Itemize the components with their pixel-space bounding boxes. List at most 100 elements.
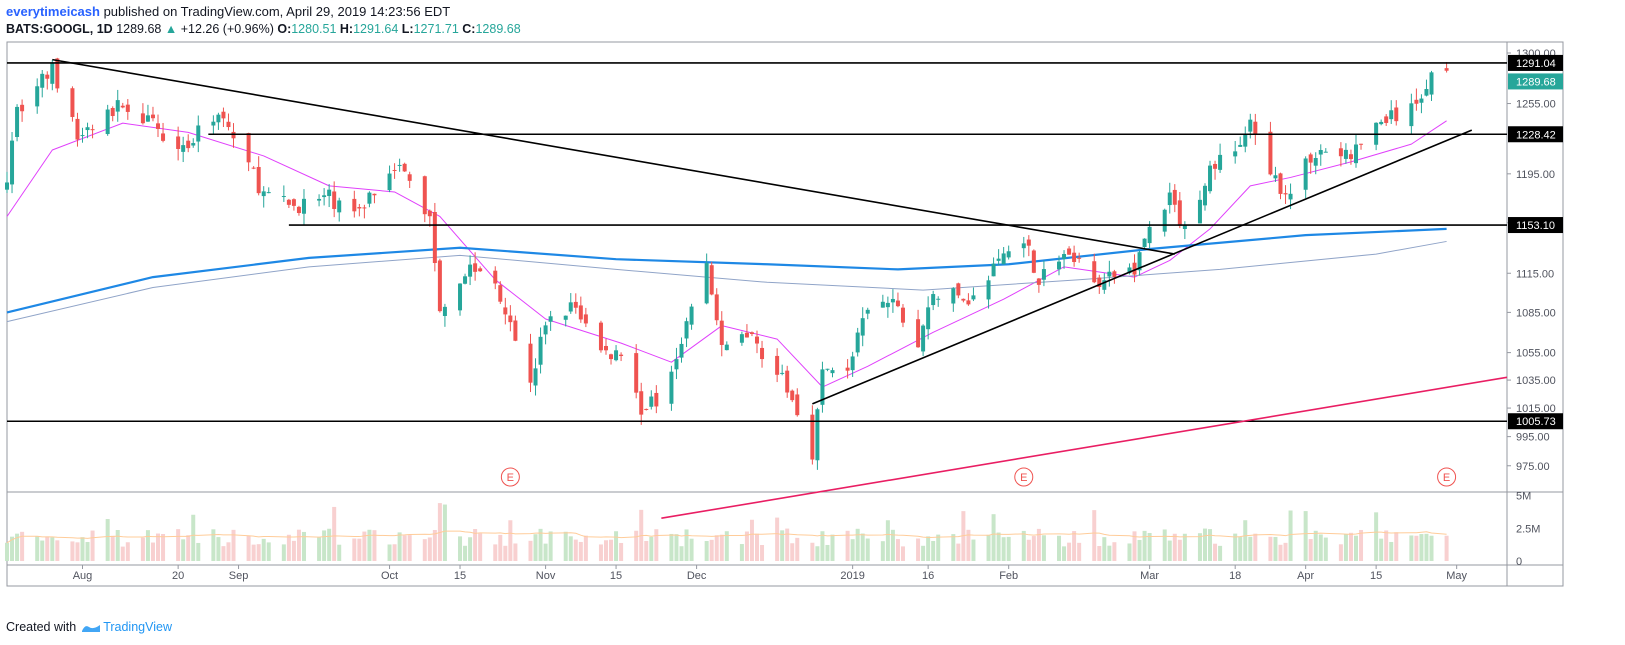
candle-body [900,307,905,323]
volume-bar [1077,542,1082,561]
candle [1218,143,1223,173]
price-level-label-text: 1153.10 [1516,220,1555,232]
candle-body [1021,243,1026,249]
candle-body [1424,89,1429,96]
volume-bar [895,539,900,561]
candle [1419,94,1424,114]
candle-body [860,318,865,336]
earnings-marker[interactable]: E [500,467,520,487]
volume-bar [140,537,145,561]
candle-body [1313,158,1318,166]
candle-body [1137,252,1142,271]
candle-body [317,198,322,201]
volume-bar [790,543,795,561]
candle [115,89,120,122]
volume-bar [246,535,251,561]
volume-bar [503,545,508,561]
earnings-marker[interactable]: E [1014,467,1034,487]
candles[interactable] [5,57,1449,470]
volume-bar [704,541,709,561]
volume-bar [845,530,850,561]
volume-bar [105,519,110,561]
drawn-lines[interactable] [7,58,1508,520]
candle-body [1112,271,1117,278]
candle-body [150,114,155,119]
candle-body [1031,250,1036,273]
candle [1062,250,1067,269]
candle [1107,260,1112,287]
candle [533,358,538,396]
candle-body [890,298,895,303]
candle [1177,192,1182,229]
candle-body [1243,134,1248,147]
candle [598,320,603,353]
y-tick-label: 1015.00 [1516,403,1556,415]
candle-body [709,265,714,295]
x-tick-label: 20 [172,570,184,582]
candle-body [1172,189,1177,205]
author-link[interactable]: everytimeicash [6,4,100,19]
volume-bar [1379,538,1384,561]
chart-border [6,41,1564,587]
candle-body [603,345,608,351]
candle [5,171,9,193]
earnings-marker[interactable]: E [1437,467,1457,487]
candle-body [1006,251,1011,258]
candle-body [1379,121,1384,125]
candle-body [775,355,780,375]
candle [1273,166,1278,182]
volume-bar [543,543,548,561]
volume-bar [533,534,538,561]
y-tick-label: 1055.00 [1516,348,1556,360]
candle-body [528,343,533,383]
volume-bar [196,542,201,561]
candle [140,103,145,125]
candle-body [684,321,689,339]
candle-body [161,133,166,141]
tradingview-link[interactable]: TradingView [103,620,172,634]
candle [458,283,463,316]
earnings-label: E [1020,472,1027,484]
volume-bar [1137,539,1142,561]
candle-body [1429,72,1434,95]
candle [860,307,865,347]
axes[interactable]: 1300.001255.001195.001155.001115.001085.… [73,48,1563,582]
candle [936,296,941,307]
candle-body [337,200,342,213]
candle-body [55,58,60,89]
candle [543,321,548,345]
candle [256,156,261,196]
volume-bar [1041,535,1046,561]
candle-body [855,332,860,353]
volume-bar [890,529,895,561]
candle-body [1107,271,1112,277]
candle [1343,143,1348,164]
x-tick-label: Nov [536,570,556,582]
volume-bar [176,529,181,561]
x-tick-label: 15 [454,570,466,582]
candle-body [996,258,1001,261]
candle-body [1202,185,1207,206]
candle [926,296,931,340]
candle [1359,143,1364,150]
volume-bar [45,536,50,561]
volume-bar [926,536,931,561]
candle-body [931,294,936,306]
candle-body [548,316,553,322]
volume-bar [327,528,332,561]
candle-body [649,396,654,407]
ma-long-line [6,227,1447,314]
candle [251,166,256,170]
volume-bar [679,546,684,561]
candle-body [780,372,785,374]
candle [1268,121,1273,176]
volume-bar [372,530,377,561]
volume-bar [70,541,75,561]
candle [216,112,221,130]
candle-body [614,350,619,361]
volume-bar [815,546,820,561]
volume-bar [810,542,815,561]
candle [1338,142,1343,167]
